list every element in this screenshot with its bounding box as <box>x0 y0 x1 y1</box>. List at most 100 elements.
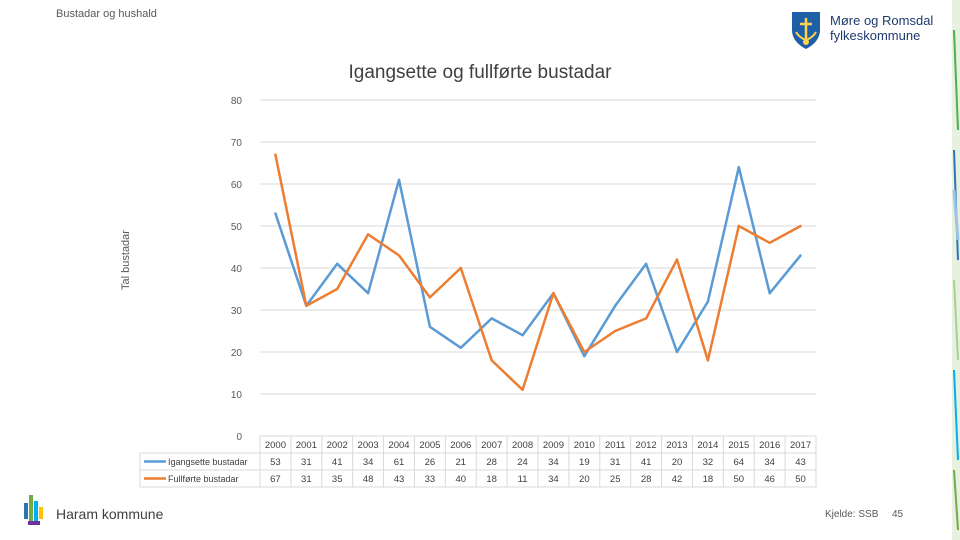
data-label: 32 <box>703 457 714 468</box>
data-label: 41 <box>332 457 343 468</box>
data-point <box>614 304 617 307</box>
data-point <box>336 262 339 265</box>
data-point <box>583 355 586 358</box>
data-label: 50 <box>795 474 806 485</box>
x-tick-label: 2013 <box>666 440 687 451</box>
data-point <box>397 178 401 181</box>
data-label: 48 <box>363 474 374 485</box>
haram-logo-icon <box>24 495 43 525</box>
data-point <box>768 292 771 295</box>
data-point <box>521 388 524 391</box>
data-point <box>521 334 524 337</box>
data-label: 20 <box>579 474 590 485</box>
data-label: 19 <box>579 457 590 468</box>
source-label: Kjelde: SSB <box>825 509 879 520</box>
x-tick-label: 2008 <box>512 440 533 451</box>
logo-text: Møre og Romsdal fylkeskommune <box>830 13 933 43</box>
data-point <box>552 292 555 295</box>
data-label: 20 <box>672 457 683 468</box>
data-label: 35 <box>332 474 343 485</box>
data-point <box>799 224 802 228</box>
x-tick-label: 2017 <box>790 440 811 451</box>
y-tick-label: 80 <box>231 96 243 107</box>
x-tick-label: 2003 <box>358 440 379 451</box>
data-label: 64 <box>733 457 744 468</box>
data-label: 40 <box>455 474 466 485</box>
x-tick-label: 2016 <box>759 440 780 451</box>
data-point <box>305 304 308 307</box>
data-point <box>366 233 370 236</box>
data-point <box>459 266 462 270</box>
logo-line-2: fylkeskommune <box>830 28 921 43</box>
x-tick-label: 2006 <box>450 440 471 451</box>
x-tick-label: 2014 <box>697 440 718 451</box>
data-point <box>274 153 277 156</box>
x-tick-label: 2007 <box>481 440 502 451</box>
data-label: 33 <box>425 474 436 485</box>
x-tick-label: 2004 <box>388 440 409 451</box>
logo-line-1: Møre og Romsdal <box>830 13 934 28</box>
y-tick-label: 50 <box>231 222 243 233</box>
data-label: 18 <box>703 474 714 485</box>
x-tick-label: 2009 <box>543 440 564 451</box>
data-point <box>768 241 771 244</box>
x-tick-label: 2015 <box>728 440 749 451</box>
x-tick-label: 2000 <box>265 440 286 451</box>
x-tick-label: 2010 <box>574 440 595 451</box>
data-point <box>706 359 710 362</box>
x-tick-label: 2012 <box>636 440 657 451</box>
y-tick-label: 20 <box>231 348 243 359</box>
page-number: 45 <box>892 509 904 520</box>
y-tick-label: 60 <box>231 180 243 191</box>
data-point <box>459 346 462 349</box>
x-tick-label: 2002 <box>327 440 348 451</box>
data-label: 53 <box>270 457 281 468</box>
data-label: 28 <box>641 474 652 485</box>
data-point <box>490 359 493 362</box>
x-tick-label: 2011 <box>605 440 625 451</box>
data-point <box>644 317 648 320</box>
data-point <box>428 296 432 299</box>
data-label: 24 <box>517 457 528 468</box>
municipality-name: Haram kommune <box>56 506 164 522</box>
data-point <box>366 292 370 295</box>
y-tick-label: 70 <box>231 138 243 149</box>
data-point <box>737 166 740 169</box>
y-tick-label: 10 <box>231 390 243 401</box>
data-point <box>644 262 648 265</box>
x-tick-label: 2001 <box>296 440 317 451</box>
data-label: 34 <box>548 474 559 485</box>
data-point <box>490 317 493 320</box>
data-point <box>336 287 339 291</box>
series-line-1 <box>274 165 802 358</box>
data-point <box>675 350 679 354</box>
y-tick-label: 40 <box>231 264 243 275</box>
fylkeskommune-logo: Møre og Romsdal fylkeskommune <box>790 10 940 52</box>
data-point <box>428 325 432 328</box>
legend-label: Igangsette bustadar <box>168 457 248 467</box>
data-label: 34 <box>548 457 559 468</box>
data-label: 61 <box>394 457 405 468</box>
data-label: 50 <box>733 474 744 485</box>
data-point <box>583 350 586 354</box>
data-point <box>706 300 710 303</box>
data-label: 25 <box>610 474 621 485</box>
data-point <box>737 224 740 228</box>
legend-label: Fullførte bustadar <box>168 474 239 484</box>
data-label: 67 <box>270 474 281 485</box>
data-point <box>675 258 679 261</box>
data-label: 43 <box>394 474 405 485</box>
y-tick-label: 0 <box>236 432 242 443</box>
data-label: 43 <box>795 457 806 468</box>
data-label: 46 <box>764 474 775 485</box>
data-label: 31 <box>301 457 312 468</box>
data-point <box>614 329 617 333</box>
data-label: 21 <box>455 457 466 468</box>
x-tick-label: 2005 <box>419 440 440 451</box>
data-label: 34 <box>764 457 775 468</box>
data-label: 42 <box>672 474 683 485</box>
data-point <box>274 212 277 215</box>
data-label: 18 <box>486 474 497 485</box>
data-point <box>397 254 401 257</box>
